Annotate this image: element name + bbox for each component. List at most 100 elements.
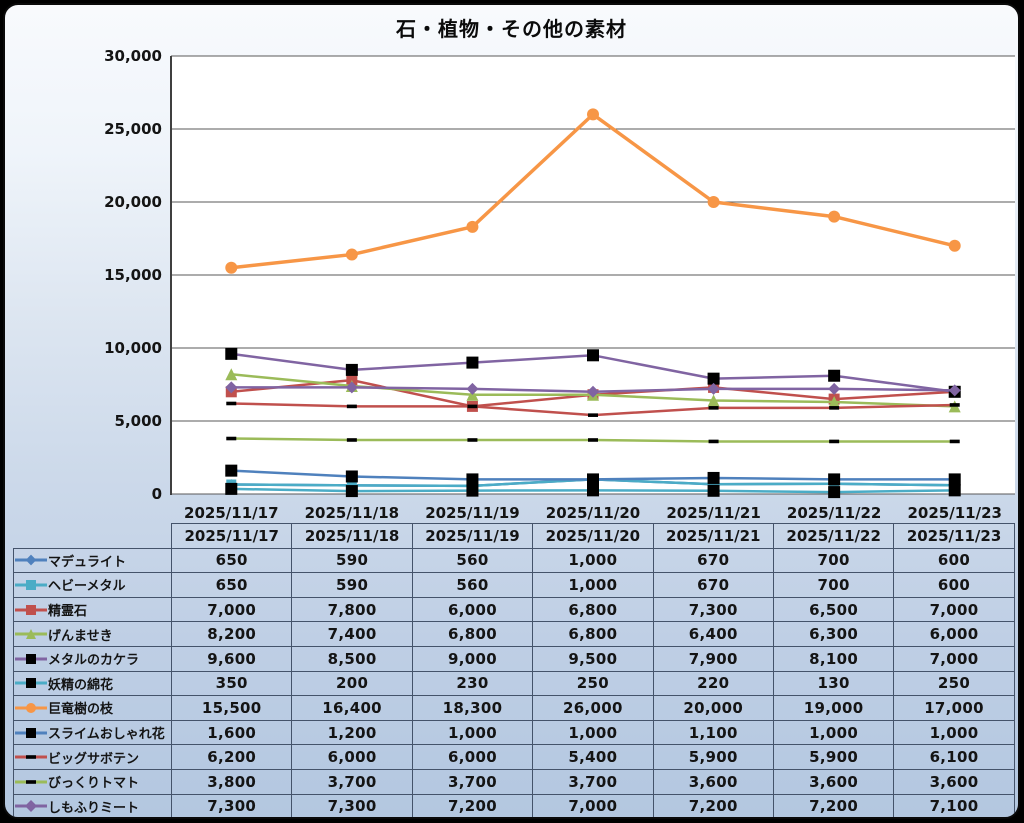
legend-series-icon: [15, 800, 47, 813]
legend-cell: ビッグサボテン: [13, 744, 172, 770]
data-point-marker: [345, 248, 358, 261]
legend-label: 妖精の綿花: [48, 677, 114, 693]
y-axis-tick-label: 10,000: [104, 339, 162, 357]
data-point-marker: [225, 482, 238, 495]
data-point-marker: [707, 484, 720, 497]
price-value-cell: 670: [652, 572, 774, 598]
data-point-marker: [707, 372, 720, 385]
legend-cell: ヘビーメタル: [13, 572, 172, 598]
price-value-cell: 19,000: [772, 695, 895, 721]
price-value-cell: 9,000: [411, 645, 534, 672]
price-value-cell: 3,600: [652, 768, 774, 795]
x-axis-tick-label: 2025/11/21: [666, 504, 760, 522]
price-value-cell: 700: [772, 547, 895, 574]
price-value-cell: 7,800: [291, 596, 413, 623]
price-value-cell: 7,400: [291, 621, 413, 647]
table-header-date: 2025/11/18: [291, 523, 413, 549]
price-value-cell: 560: [411, 547, 534, 574]
data-point-marker: [346, 438, 357, 442]
price-value-cell: 6,000: [411, 596, 534, 623]
line-chart: 0 5,000 10,000 15,000 20,000 25,000 30,000 2025…: [104, 47, 1015, 522]
data-point-marker: [708, 439, 719, 444]
y-axis-tick-label: 20,000: [104, 193, 162, 211]
y-axis-tick-label: 0: [152, 485, 162, 503]
table-header-date: 2025/11/21: [652, 523, 774, 549]
data-point-marker: [707, 382, 720, 395]
legend-series-icon: [15, 604, 47, 615]
price-value-cell: 1,000: [772, 719, 895, 746]
material-price-panel: 石・植物・その他の素材 0 5,000 10,000 15,000 20,000 25,0…: [3, 3, 1020, 819]
price-value-cell: 7,000: [170, 596, 293, 623]
data-point-marker: [225, 368, 238, 381]
y-axis-tick-label: 30,000: [104, 47, 162, 65]
x-axis-tick-label: 2025/11/22: [787, 504, 881, 522]
data-point-marker: [225, 381, 238, 394]
legend-series-icon: [15, 702, 47, 713]
price-value-cell: 16,400: [291, 695, 413, 721]
legend-series-icon: [15, 678, 47, 689]
data-point-marker: [467, 404, 478, 409]
price-value-cell: 7,000: [532, 793, 654, 817]
data-point-marker: [948, 384, 961, 397]
x-axis-tick-label: 2025/11/19: [425, 504, 519, 522]
data-point-marker: [225, 261, 238, 274]
price-value-cell: 3,800: [170, 768, 293, 795]
data-point-marker: [26, 755, 36, 759]
price-value-cell: 7,300: [291, 793, 413, 817]
data-point-marker: [948, 239, 961, 252]
price-value-cell: 5,900: [652, 744, 774, 770]
price-value-cell: 5,400: [532, 744, 654, 770]
legend-series-icon: [15, 653, 47, 664]
price-value-cell: 9,600: [170, 645, 293, 672]
price-value-cell: 600: [893, 572, 1015, 598]
data-point-marker: [588, 438, 598, 442]
price-value-cell: 600: [893, 547, 1015, 574]
price-value-cell: 1,600: [170, 719, 293, 746]
legend-label: ビッグサボテン: [48, 751, 140, 767]
price-value-cell: 1,000: [532, 719, 654, 746]
price-value-cell: 650: [170, 547, 293, 574]
price-value-cell: 6,000: [893, 621, 1015, 647]
data-point-marker: [466, 382, 479, 395]
table-row: げんませき 8,200 7,400 6,800 6,800 6,400 6,300 6,000: [13, 621, 1015, 647]
legend-cell: 精霊石: [13, 596, 172, 623]
chart-title: 石・植物・その他の素材: [396, 17, 627, 41]
price-value-cell: 1,000: [532, 572, 654, 598]
price-value-cell: 3,700: [291, 768, 413, 795]
data-point-marker: [26, 727, 36, 738]
table-row: 巨竜樹の枝 15,500 16,400 18,300 26,000 20,000 19,00…: [13, 695, 1015, 721]
price-value-cell: 200: [291, 670, 413, 697]
price-value-cell: 7,300: [652, 596, 774, 623]
price-value-cell: 8,500: [291, 645, 413, 672]
data-point-marker: [346, 404, 357, 409]
data-point-marker: [226, 436, 237, 441]
data-point-marker: [26, 653, 36, 664]
data-point-marker: [828, 369, 841, 382]
table-row: びっくりトマト 3,800 3,700 3,700 3,700 3,600 3,600 3,6…: [13, 768, 1015, 795]
price-value-cell: 3,700: [532, 768, 654, 795]
data-point-marker: [707, 394, 720, 407]
data-point-marker: [948, 484, 961, 497]
price-value-cell: 26,000: [532, 695, 654, 721]
table-row: ビッグサボテン 6,200 6,000 6,000 5,400 5,900 5,900 6,1…: [13, 744, 1015, 770]
data-point-marker: [949, 403, 960, 407]
legend-label: びっくりトマト: [48, 776, 140, 792]
price-value-cell: 6,200: [170, 744, 293, 770]
data-point-marker: [587, 385, 599, 398]
price-value-cell: 15,500: [170, 695, 293, 721]
table-row: メタルのカケラ 9,600 8,500 9,000 9,500 7,900 8,100 7,0…: [13, 645, 1015, 672]
legend-label: げんませき: [48, 628, 113, 644]
data-point-marker: [225, 464, 238, 477]
legend-cell: 妖精の綿花: [13, 670, 172, 697]
data-point-marker: [588, 413, 598, 417]
price-value-cell: 700: [772, 572, 895, 598]
price-value-cell: 6,000: [291, 744, 413, 770]
table-corner-empty: [14, 524, 172, 549]
price-value-cell: 250: [532, 670, 654, 697]
price-value-cell: 670: [652, 547, 774, 574]
data-point-marker: [26, 604, 36, 615]
legend-label: 巨竜樹の枝: [48, 702, 114, 718]
data-point-marker: [26, 779, 36, 784]
data-point-marker: [467, 438, 478, 442]
legend-series-icon: [15, 579, 47, 590]
